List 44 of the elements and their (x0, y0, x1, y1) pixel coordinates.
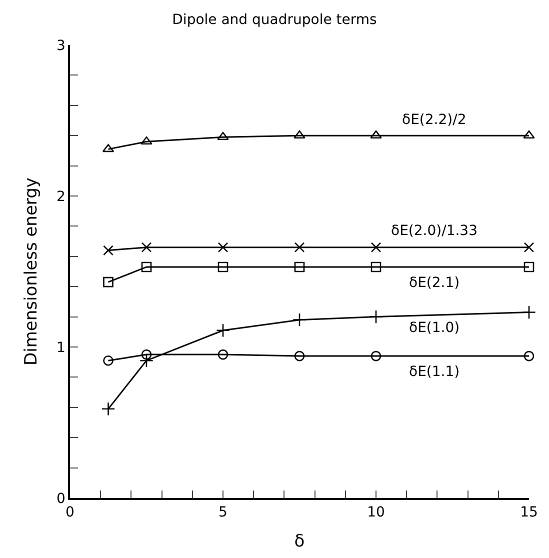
series-label: δE(2.0)/1.33 (391, 223, 478, 239)
point (101, 402, 116, 416)
y-axis-title: Dimensionless energy (22, 178, 42, 366)
point (103, 355, 114, 366)
point (522, 305, 536, 320)
point (292, 312, 306, 327)
x-axis-title: δ (294, 531, 305, 552)
point (218, 242, 228, 252)
point (218, 262, 228, 272)
point (140, 136, 152, 145)
point (294, 242, 305, 252)
point (294, 262, 305, 272)
y-tick-label: 2 (56, 188, 66, 205)
point (369, 310, 383, 324)
point (294, 130, 306, 138)
point (524, 242, 534, 252)
point (370, 242, 382, 252)
x-tick-label: 10 (367, 504, 385, 521)
point (140, 354, 154, 368)
point (103, 245, 114, 256)
y-tick-label: 0 (56, 490, 66, 507)
series-label: δE(1.1) (409, 364, 460, 380)
point (141, 349, 152, 360)
series-label: δE(2.1) (409, 275, 460, 291)
point (141, 242, 152, 252)
point (524, 262, 534, 272)
series-label: δE(1.0) (409, 320, 460, 336)
point (141, 262, 152, 272)
point (370, 350, 382, 362)
point (294, 350, 305, 362)
x-tick-label: 15 (520, 504, 538, 521)
y-tick-label: 1 (56, 340, 66, 356)
chart-title: Dipole and quadrupole terms (172, 12, 377, 28)
point (217, 132, 229, 140)
point (370, 130, 382, 138)
point (216, 323, 230, 338)
x-tick-label: 5 (218, 504, 228, 521)
point (523, 130, 535, 138)
point (524, 350, 534, 362)
point (218, 349, 228, 360)
point (370, 262, 382, 272)
y-tick-label: 3 (56, 38, 66, 54)
point (103, 276, 114, 288)
series-label: δE(2.2)/2 (402, 112, 466, 128)
